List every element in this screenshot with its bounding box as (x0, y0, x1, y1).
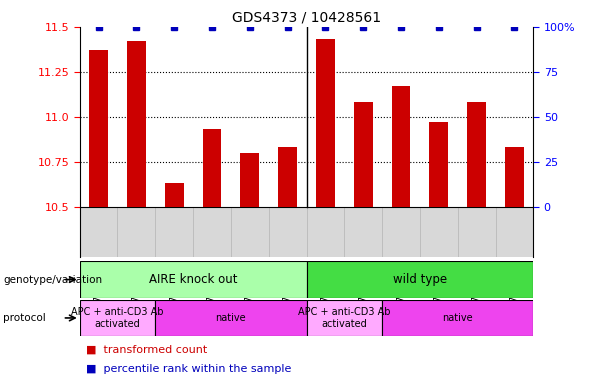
Text: wild type: wild type (393, 273, 447, 286)
Bar (306, 261, 533, 298)
Text: ■  percentile rank within the sample: ■ percentile rank within the sample (86, 364, 291, 374)
Bar (382, 300, 533, 336)
Bar (202, 129, 221, 207)
Bar (127, 41, 146, 207)
Text: APC + anti-CD3 Ab
activated: APC + anti-CD3 Ab activated (71, 307, 164, 329)
Bar (316, 40, 335, 207)
Text: native: native (216, 313, 246, 323)
Title: GDS4373 / 10428561: GDS4373 / 10428561 (232, 10, 381, 24)
Bar (80, 300, 155, 336)
Bar (89, 50, 108, 207)
Bar (278, 147, 297, 207)
Text: protocol: protocol (3, 313, 46, 323)
Text: AIRE knock out: AIRE knock out (149, 273, 237, 286)
Bar (240, 153, 259, 207)
Bar (392, 86, 411, 207)
Text: genotype/variation: genotype/variation (3, 275, 102, 285)
Bar (155, 300, 306, 336)
Bar (306, 300, 382, 336)
Text: APC + anti-CD3 Ab
activated: APC + anti-CD3 Ab activated (298, 307, 390, 329)
Bar (165, 183, 184, 207)
Bar (354, 103, 373, 207)
Bar (429, 122, 448, 207)
Bar (80, 207, 533, 257)
Text: native: native (443, 313, 473, 323)
Bar (505, 147, 524, 207)
Bar (467, 103, 486, 207)
Bar (80, 261, 306, 298)
Text: ■  transformed count: ■ transformed count (86, 344, 207, 354)
